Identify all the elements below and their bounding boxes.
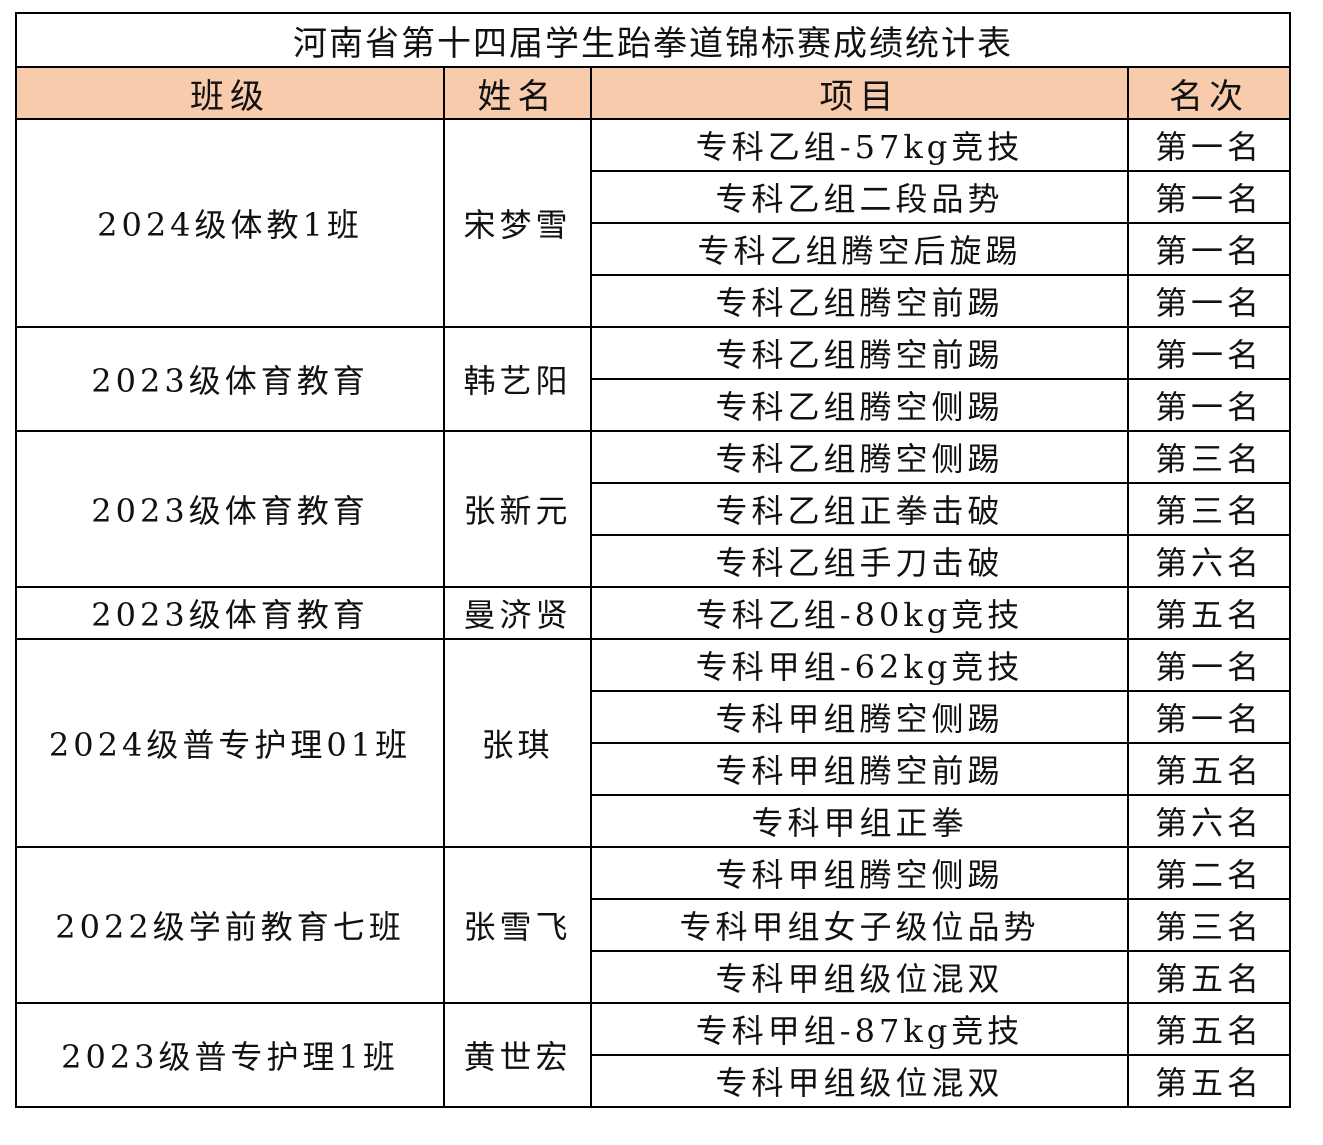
table-row: 专科甲组腾空前踢 第五名	[16, 742, 1291, 796]
event-cell: 专科乙组正拳击破	[590, 482, 1129, 536]
class-cell: 2022级学前教育七班	[15, 846, 445, 1004]
header-row: 班级 姓名 项目 名次	[15, 66, 1291, 120]
event-cell: 专科乙组-57kg竞技	[590, 118, 1129, 172]
event-cell: 专科乙组腾空后旋踢	[590, 222, 1129, 276]
table-row: 专科甲组女子级位品势 第三名	[16, 898, 1291, 952]
rank-cell: 第二名	[1127, 846, 1291, 900]
event-cell: 专科甲组女子级位品势	[590, 898, 1129, 952]
event-cell: 专科乙组腾空侧踢	[590, 378, 1129, 432]
table-row: 专科乙组腾空后旋踢 第一名	[16, 222, 1291, 276]
rank-cell: 第三名	[1127, 898, 1291, 952]
table-row: 2024级普专护理01班 张琪 专科甲组-62kg竞技 第一名	[15, 638, 1291, 848]
header-rank: 名次	[1127, 66, 1291, 120]
event-cell: 专科乙组二段品势	[590, 170, 1129, 224]
rank-cell: 第一名	[1127, 170, 1291, 224]
name-cell: 张新元	[443, 430, 592, 588]
table-row: 专科乙组腾空侧踢 第一名	[16, 378, 1291, 432]
table-row: 专科甲组正拳 第六名	[16, 794, 1291, 848]
table-title: 河南省第十四届学生跆拳道锦标赛成绩统计表	[15, 12, 1291, 68]
event-cell: 专科甲组腾空侧踢	[590, 690, 1129, 744]
event-cell: 专科乙组-80kg竞技	[590, 586, 1129, 640]
table-row: 专科甲组级位混双 第五名	[16, 1054, 1291, 1108]
rank-cell: 第一名	[1127, 378, 1291, 432]
rank-cell: 第一名	[1127, 690, 1291, 744]
rank-cell: 第一名	[1127, 118, 1291, 172]
event-cell: 专科乙组腾空前踢	[590, 326, 1129, 380]
event-cell: 专科甲组腾空侧踢	[590, 846, 1129, 900]
rank-cell: 第五名	[1127, 586, 1291, 640]
table-row: 专科乙组手刀击破 第六名	[16, 534, 1291, 588]
header-event: 项目	[590, 66, 1129, 120]
event-cell: 专科乙组腾空侧踢	[590, 430, 1129, 484]
rank-cell: 第三名	[1127, 482, 1291, 536]
rank-cell: 第一名	[1127, 222, 1291, 276]
name-cell: 韩艺阳	[443, 326, 592, 432]
table-row: 专科乙组二段品势 第一名	[16, 170, 1291, 224]
table-row: 专科甲组级位混双 第五名	[16, 950, 1291, 1004]
event-cell: 专科乙组手刀击破	[590, 534, 1129, 588]
header-class: 班级	[15, 66, 445, 120]
table-row: 2023级体育教育 韩艺阳 专科乙组腾空前踢 第一名	[15, 326, 1291, 432]
rank-cell: 第一名	[1127, 638, 1291, 692]
table-row: 专科乙组正拳击破 第三名	[16, 482, 1291, 536]
rank-cell: 第六名	[1127, 534, 1291, 588]
results-table: 河南省第十四届学生跆拳道锦标赛成绩统计表 班级 姓名 项目 名次 2024级体教…	[15, 12, 1291, 1108]
rank-cell: 第五名	[1127, 742, 1291, 796]
table-row: 2024级体教1班 宋梦雪 专科乙组-57kg竞技 第一名	[15, 118, 1291, 328]
event-cell: 专科乙组腾空前踢	[590, 274, 1129, 328]
title-row: 河南省第十四届学生跆拳道锦标赛成绩统计表	[15, 12, 1291, 68]
class-cell: 2023级体育教育	[15, 586, 445, 640]
table-row: 2023级体育教育 曼济贤 专科乙组-80kg竞技 第五名	[15, 586, 1291, 640]
header-name: 姓名	[443, 66, 592, 120]
event-cell: 专科甲组级位混双	[590, 950, 1129, 1004]
table-row: 专科甲组腾空侧踢 第一名	[16, 690, 1291, 744]
rank-cell: 第五名	[1127, 1054, 1291, 1108]
name-cell: 黄世宏	[443, 1002, 592, 1108]
rank-cell: 第五名	[1127, 1002, 1291, 1056]
rank-cell: 第三名	[1127, 430, 1291, 484]
name-cell: 张雪飞	[443, 846, 592, 1004]
rank-cell: 第一名	[1127, 326, 1291, 380]
table-row: 2023级普专护理1班 黄世宏 专科甲组-87kg竞技 第五名	[15, 1002, 1291, 1108]
rank-cell: 第一名	[1127, 274, 1291, 328]
table-row: 2022级学前教育七班 张雪飞 专科甲组腾空侧踢 第二名	[15, 846, 1291, 1004]
name-cell: 张琪	[443, 638, 592, 848]
name-cell: 曼济贤	[443, 586, 592, 640]
class-cell: 2023级体育教育	[15, 326, 445, 432]
class-cell: 2023级普专护理1班	[15, 1002, 445, 1108]
table-row: 2023级体育教育 张新元 专科乙组腾空侧踢 第三名	[15, 430, 1291, 588]
rank-cell: 第五名	[1127, 950, 1291, 1004]
name-cell: 宋梦雪	[443, 118, 592, 328]
event-cell: 专科甲组腾空前踢	[590, 742, 1129, 796]
class-cell: 2024级体教1班	[15, 118, 445, 328]
rank-cell: 第六名	[1127, 794, 1291, 848]
event-cell: 专科甲组-62kg竞技	[590, 638, 1129, 692]
event-cell: 专科甲组正拳	[590, 794, 1129, 848]
class-cell: 2023级体育教育	[15, 430, 445, 588]
event-cell: 专科甲组级位混双	[590, 1054, 1129, 1108]
table-row: 专科乙组腾空前踢 第一名	[16, 274, 1291, 328]
class-cell: 2024级普专护理01班	[15, 638, 445, 848]
event-cell: 专科甲组-87kg竞技	[590, 1002, 1129, 1056]
